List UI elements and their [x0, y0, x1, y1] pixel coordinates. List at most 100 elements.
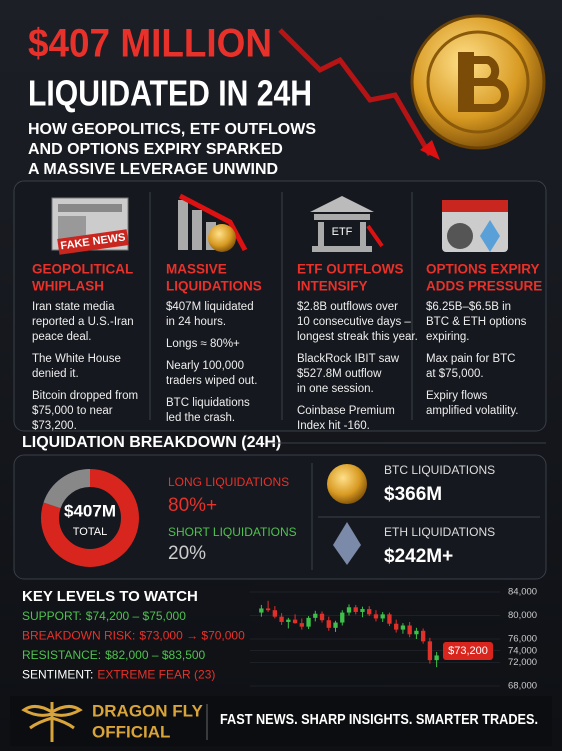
level: SENTIMENT: EXTREME FEAR (23): [22, 668, 215, 682]
subtitle: HOW GEOPOLITICS, ETF OUTFLOWS AND OPTIONS…: [28, 121, 316, 178]
column-text: expiring.: [426, 331, 469, 343]
newspaper-icon: FAKE NEWS: [51, 197, 129, 255]
column-heading: ETF OUTFLOWS: [297, 262, 403, 277]
title-2: LIQUIDATED IN 24H: [28, 73, 312, 114]
candle-body: [286, 619, 291, 622]
falling-arrow: [278, 28, 433, 157]
column-heading: WHIPLASH: [32, 279, 104, 294]
candle-body: [326, 620, 331, 628]
y-tick-label: 68,000: [508, 681, 537, 692]
candle-body: [333, 622, 338, 628]
candle-body: [427, 641, 433, 661]
eth-label: ETH LIQUIDATIONS: [384, 525, 495, 539]
column-text: Bitcoin dropped from: [32, 390, 138, 402]
subtitle-line: A MASSIVE LEVERAGE UNWIND: [28, 161, 278, 178]
subtitle-line: HOW GEOPOLITICS, ETF OUTFLOWS: [28, 121, 316, 138]
column-text: BTC & ETH options: [426, 316, 527, 328]
etf-label: ETF: [332, 226, 353, 238]
candle-body: [407, 625, 412, 635]
long-label: LONG LIQUIDATIONS: [168, 475, 289, 489]
column-heading: GEOPOLITICAL: [32, 262, 133, 277]
column-text: Coinbase Premium: [297, 405, 395, 417]
eth-icon: [333, 522, 361, 565]
level-label: BREAKDOWN RISK:: [22, 629, 135, 643]
levels: SUPPORT: $74,200 – $75,000 BREAKDOWN RISK:…: [22, 609, 245, 682]
column-text: Max pain for BTC: [426, 353, 515, 365]
coin-symbol: [458, 52, 509, 112]
brand: OFFICIAL: [92, 722, 170, 741]
column-text: Nearly 100,000: [166, 360, 244, 372]
donut-total: $407M: [64, 501, 116, 520]
level-label: SUPPORT:: [22, 609, 82, 623]
y-tick-label: 80,000: [508, 610, 537, 621]
column-text: $6.25B–$6.5B in: [426, 301, 511, 313]
candle-body: [400, 625, 406, 630]
subtitle-line: AND OPTIONS EXPIRY SPARKED: [28, 141, 283, 158]
donut: [41, 469, 139, 567]
coin-ring: [426, 30, 530, 134]
column-text: denied it.: [32, 368, 79, 380]
donut-short: [41, 469, 139, 567]
candle-body: [414, 630, 419, 635]
candle-body: [380, 614, 385, 619]
column-text: in 24 hours.: [166, 316, 226, 328]
breakdown-panel: [13, 454, 547, 580]
level: SUPPORT: $74,200 – $75,000: [22, 609, 186, 623]
candle-body: [367, 609, 372, 615]
candle-body: [265, 608, 271, 611]
candle-body: [299, 623, 304, 627]
column-heading: LIQUIDATIONS: [166, 279, 262, 294]
y-tick-label: 74,000: [508, 645, 537, 656]
level: RESISTANCE: $82,000 – $83,500: [22, 648, 206, 662]
btc-label: BTC LIQUIDATIONS: [384, 463, 495, 477]
level-value: $74,200 – $75,000: [86, 609, 186, 623]
column-heading: INTENSIFY: [297, 279, 368, 294]
columns: GEOPOLITICAL WHIPLASH Iran state media repo…: [32, 262, 542, 432]
y-tick-label: 76,000: [508, 634, 537, 645]
candle-body: [272, 610, 278, 617]
levels-title: KEY LEVELS TO WATCH: [22, 588, 198, 605]
short-label: SHORT LIQUIDATIONS: [168, 525, 297, 539]
candle-body: [306, 617, 311, 627]
btc-icon: [327, 464, 367, 504]
column-text: peace deal.: [32, 331, 91, 343]
level-label: RESISTANCE:: [22, 648, 101, 662]
donut-total-label: TOTAL: [73, 526, 107, 538]
candle-body: [292, 619, 298, 624]
candle-body: [387, 614, 392, 624]
column-text: traders wiped out.: [166, 375, 257, 387]
column-text: led the crash.: [166, 412, 235, 424]
candle-body: [373, 614, 379, 619]
footer: [10, 696, 552, 746]
tagline: FAST NEWS. SHARP INSIGHTS. SMARTER TRADE…: [220, 712, 538, 728]
column-text: Index hit -160.: [297, 420, 370, 432]
column-dividers: [149, 192, 413, 420]
arrow-head: [420, 140, 440, 160]
btc-value: $366M: [384, 484, 442, 505]
column-text: in one session.: [297, 383, 374, 395]
dragonfly-logo: [21, 702, 83, 742]
column-text: BTC liquidations: [166, 397, 250, 409]
annotation: $73,200: [448, 645, 488, 657]
candle-body: [279, 616, 284, 622]
column-text: $527.8M outflow: [297, 368, 382, 380]
column-text: BlackRock IBIT saw: [297, 353, 400, 365]
column-heading: ADDS PRESSURE: [426, 279, 542, 294]
column-text: $2.8B outflows over: [297, 301, 398, 313]
level-value: $73,000 → $70,000: [139, 629, 245, 643]
candle-body: [340, 612, 345, 623]
column-text: 10 consecutive days –: [297, 316, 411, 328]
short-value: 20%: [168, 543, 206, 564]
etf-icon: ETF: [310, 196, 384, 252]
column-text: reported a U.S.-Iran: [32, 316, 134, 328]
y-tick-label: 72,000: [508, 657, 537, 668]
column-text: amplified volatility.: [426, 405, 518, 417]
column-heading: MASSIVE: [166, 262, 227, 277]
candle-body: [319, 613, 325, 621]
level: BREAKDOWN RISK: $73,000 → $70,000: [22, 629, 245, 643]
annotation-box: [443, 642, 493, 660]
column-text: $407M liquidated: [166, 301, 254, 313]
column-text: $75,000 to near: [32, 405, 113, 417]
candle-body: [394, 623, 399, 630]
